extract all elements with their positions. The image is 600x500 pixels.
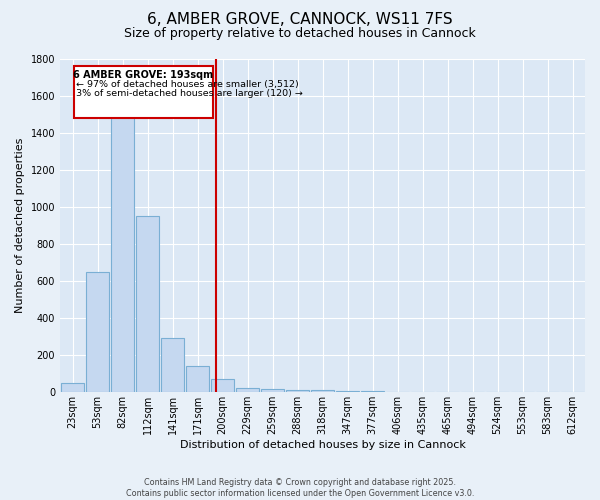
Bar — [211, 380, 234, 392]
Bar — [186, 366, 209, 392]
X-axis label: Distribution of detached houses by size in Cannock: Distribution of detached houses by size … — [179, 440, 466, 450]
Bar — [86, 272, 109, 392]
Bar — [286, 390, 309, 392]
Bar — [61, 383, 84, 392]
Text: 3% of semi-detached houses are larger (120) →: 3% of semi-detached houses are larger (1… — [76, 88, 303, 98]
Text: ← 97% of detached houses are smaller (3,512): ← 97% of detached houses are smaller (3,… — [76, 80, 299, 88]
Text: Size of property relative to detached houses in Cannock: Size of property relative to detached ho… — [124, 28, 476, 40]
Y-axis label: Number of detached properties: Number of detached properties — [15, 138, 25, 314]
Bar — [336, 391, 359, 392]
FancyBboxPatch shape — [74, 66, 213, 118]
Text: 6, AMBER GROVE, CANNOCK, WS11 7FS: 6, AMBER GROVE, CANNOCK, WS11 7FS — [147, 12, 453, 28]
Bar — [311, 390, 334, 392]
Bar — [161, 338, 184, 392]
Bar — [136, 216, 159, 392]
Text: 6 AMBER GROVE: 193sqm: 6 AMBER GROVE: 193sqm — [73, 70, 214, 80]
Text: Contains HM Land Registry data © Crown copyright and database right 2025.
Contai: Contains HM Land Registry data © Crown c… — [126, 478, 474, 498]
Bar — [111, 114, 134, 392]
Bar — [261, 388, 284, 392]
Bar — [236, 388, 259, 392]
